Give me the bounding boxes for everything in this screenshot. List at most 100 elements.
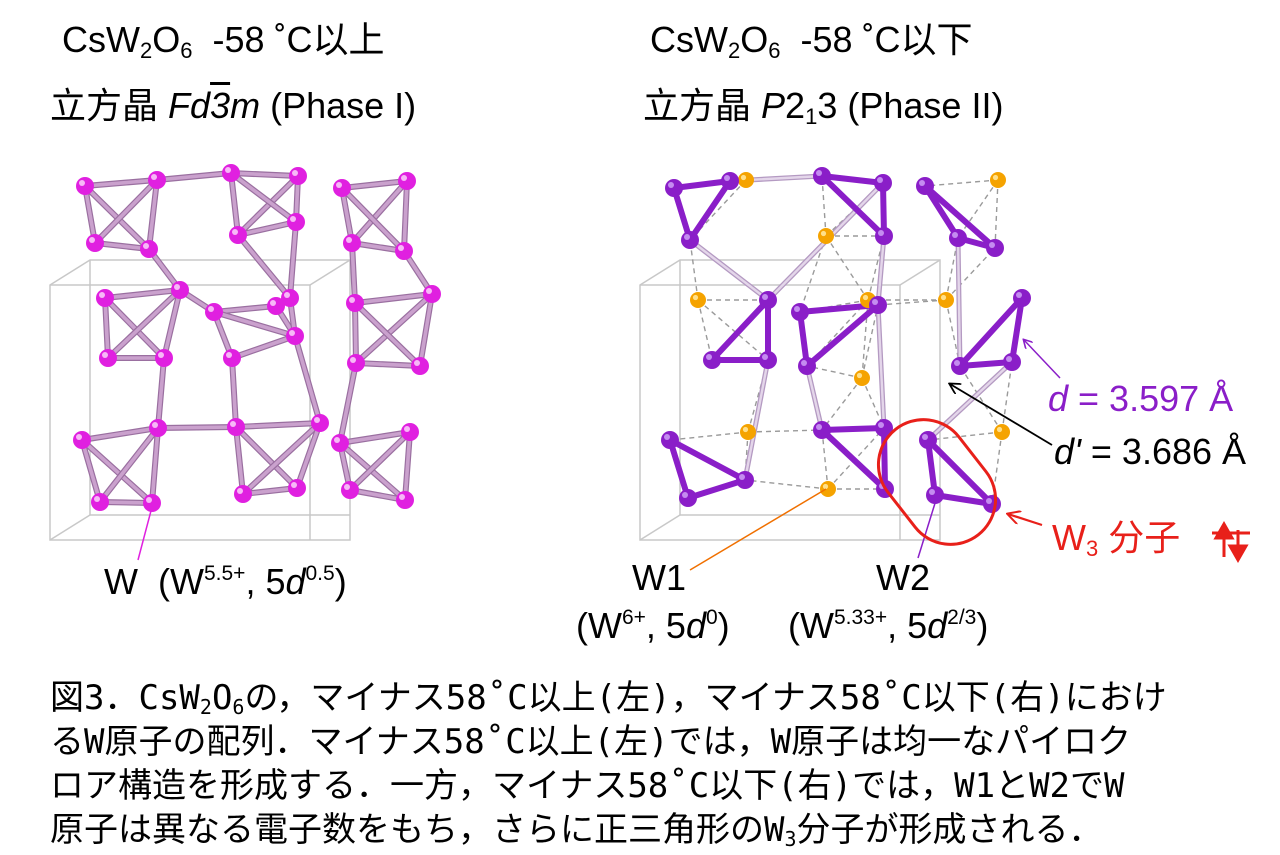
w-atom xyxy=(73,431,91,449)
atom-highlight xyxy=(414,360,420,366)
bond xyxy=(288,220,298,300)
w1-atom xyxy=(738,172,754,188)
atom-highlight xyxy=(230,421,236,427)
atom-highlight xyxy=(742,426,749,433)
w-atom xyxy=(423,285,441,303)
w1-valence-label: (W6+, 5d0) xyxy=(576,605,730,646)
w1-name-label: W1 xyxy=(632,557,686,598)
w2-atom xyxy=(721,172,739,190)
trimer-bond xyxy=(957,295,1025,369)
atom-highlight xyxy=(292,170,298,176)
bond xyxy=(156,356,166,430)
atom-highlight xyxy=(856,372,863,379)
bond xyxy=(230,356,238,429)
atom-highlight xyxy=(398,245,404,251)
w-atom xyxy=(346,294,364,312)
bond xyxy=(147,178,159,251)
w1-leader-line xyxy=(689,488,827,571)
trimer-bond xyxy=(709,297,771,363)
atom-highlight xyxy=(158,352,164,358)
left-bonds xyxy=(79,170,435,506)
bond xyxy=(212,310,297,338)
d-arrow xyxy=(1024,340,1061,379)
w2-valence-label: (W5.33+, 5d2/3) xyxy=(788,605,989,646)
bond xyxy=(93,178,159,245)
w2-atom xyxy=(736,471,754,489)
dashed-bond xyxy=(945,237,959,301)
w2-atom xyxy=(919,431,937,449)
atom-highlight xyxy=(922,434,928,440)
atom-highlight xyxy=(151,174,157,180)
bond xyxy=(350,241,357,305)
left-atoms xyxy=(73,164,441,512)
bond xyxy=(80,438,102,504)
w2-atom xyxy=(986,239,1004,257)
w1-atom xyxy=(994,424,1010,440)
bond xyxy=(83,178,159,188)
dashed-bond xyxy=(825,235,869,301)
atom-highlight xyxy=(174,284,180,290)
bond xyxy=(293,334,322,425)
trimer-bond xyxy=(797,309,810,369)
bond xyxy=(241,486,299,496)
dashed-bond xyxy=(927,431,1003,441)
atom-highlight xyxy=(872,299,878,305)
w-atom xyxy=(222,164,240,182)
dashed-bond xyxy=(689,179,747,241)
bond xyxy=(350,179,409,245)
bond xyxy=(156,425,238,430)
bond xyxy=(93,241,151,251)
atom-highlight xyxy=(724,175,730,181)
atom-highlight xyxy=(232,229,238,235)
bond xyxy=(418,292,434,368)
atom-highlight xyxy=(822,483,829,490)
trimer-bond xyxy=(932,492,995,507)
trimer-bond xyxy=(804,302,881,369)
w-atom xyxy=(311,414,329,432)
w1-atom xyxy=(690,292,706,308)
w2-atom xyxy=(703,351,721,369)
dashed-bond xyxy=(945,247,996,301)
w-atom xyxy=(347,354,365,372)
w2-atom xyxy=(791,303,809,321)
w-atom xyxy=(223,349,241,367)
atom-highlight xyxy=(816,424,822,430)
w-atom xyxy=(287,213,305,231)
bond xyxy=(353,301,358,365)
caption-line-2: るW原子の配列．マイナス58˚C以上(左)では，W原子は均一なパイロク xyxy=(50,722,1132,762)
w2-atom xyxy=(874,174,892,192)
atom-highlight xyxy=(79,180,85,186)
dashed-bond xyxy=(994,179,999,249)
left-title-formula: CsW2O6 -58 ˚C以上 xyxy=(62,19,385,63)
bond xyxy=(103,296,110,360)
bond xyxy=(229,171,300,178)
right-title-formula: CsW2O6 -58 ˚C以下 xyxy=(650,19,973,63)
long-bond xyxy=(876,234,886,307)
bond xyxy=(229,171,240,237)
bond xyxy=(340,179,409,190)
w-atom xyxy=(286,327,304,345)
atom-highlight xyxy=(349,297,355,303)
right-temp: -58 ˚C以下 xyxy=(800,19,973,60)
w-atom xyxy=(331,434,349,452)
right-bonds xyxy=(667,173,1025,507)
atom-highlight xyxy=(426,288,432,294)
atom-highlight xyxy=(225,167,231,173)
atom-highlight xyxy=(801,360,807,366)
dashed-bond xyxy=(744,479,829,490)
atom-highlight xyxy=(954,360,960,366)
w2-atom xyxy=(875,227,893,245)
caption-line-4: 原子は異なる電子数をもち，さらに正三角形のW3分子が形成される． xyxy=(50,810,1103,851)
dashed-bond xyxy=(924,179,999,187)
dashed-bond xyxy=(957,179,999,239)
w-atom xyxy=(289,167,307,185)
bond xyxy=(403,430,412,502)
bond xyxy=(229,171,298,224)
dashed-bond xyxy=(861,377,885,429)
dashed-bond xyxy=(959,365,1003,433)
trimer-bond xyxy=(922,183,961,241)
trimer-bond xyxy=(1009,295,1025,365)
w2-atom xyxy=(813,167,831,185)
trimer-bond xyxy=(667,437,691,501)
trimer-bond xyxy=(819,427,888,492)
